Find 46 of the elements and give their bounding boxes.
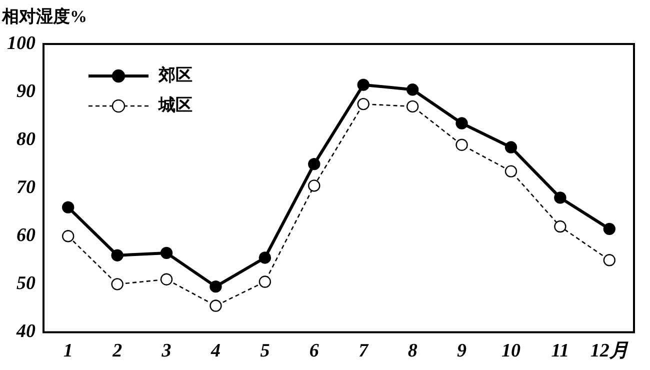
y-tick-label: 70 (16, 177, 36, 198)
y-tick-label: 90 (16, 80, 36, 102)
point (62, 201, 74, 214)
x-tick-label: 6 (309, 340, 320, 362)
point (456, 138, 468, 151)
point (456, 117, 468, 130)
point (554, 220, 566, 233)
y-axis-title: 相对湿度% (1, 6, 87, 26)
y-tick-label: 50 (16, 273, 36, 294)
point (111, 249, 124, 262)
point (308, 158, 320, 170)
point (504, 141, 518, 154)
point (160, 246, 173, 260)
y-tick-label: 60 (16, 225, 36, 246)
x-tick-label: 9 (457, 340, 468, 362)
x-tick-label: 4 (210, 340, 220, 362)
point (357, 98, 370, 110)
x-tick-label: 12月 (590, 340, 628, 362)
point (406, 84, 419, 96)
x-tick-label: 10 (501, 340, 521, 362)
point (160, 273, 173, 286)
x-tick-label: 1 (63, 340, 73, 362)
point (603, 254, 616, 266)
point (210, 280, 222, 293)
point (603, 222, 616, 236)
legend-label: 郊区 (158, 65, 192, 84)
x-tick-label: 11 (551, 340, 570, 362)
x-tick-label: 5 (260, 340, 270, 362)
point (258, 252, 272, 264)
x-tick-label: 2 (112, 340, 123, 362)
point (258, 276, 272, 288)
point (210, 300, 222, 312)
legend-label: 城区 (158, 95, 192, 114)
y-tick-label: 80 (16, 128, 36, 150)
point (406, 100, 419, 113)
point (504, 165, 518, 178)
x-tick-label: 7 (358, 340, 370, 362)
y-tick-label: 40 (16, 321, 36, 342)
point (62, 230, 74, 242)
point (308, 180, 320, 192)
y-tick-label: 100 (7, 32, 36, 54)
point (554, 192, 566, 204)
x-tick-label: 8 (408, 340, 418, 362)
point (357, 78, 370, 91)
x-tick-label: 3 (160, 340, 172, 362)
point (111, 278, 124, 290)
